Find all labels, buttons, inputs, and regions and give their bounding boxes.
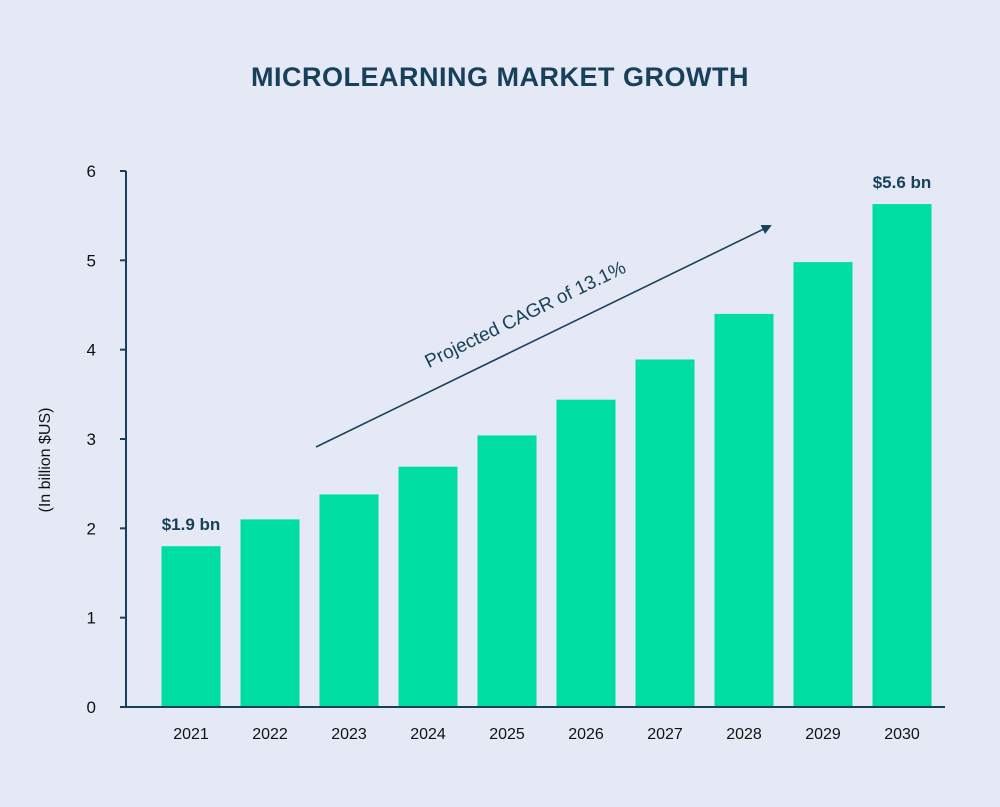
x-tick-label-2027: 2027 (647, 726, 683, 743)
cagr-arrow (315, 225, 772, 448)
y-tick-label-6: 6 (87, 162, 96, 181)
y-axis-label: (In billion $US) (37, 408, 54, 513)
bar-2026 (556, 399, 616, 707)
cagr-annotation: Projected CAGR of 13.1% (422, 257, 630, 373)
y-tick-label-4: 4 (87, 341, 96, 360)
data-label-2021: $1.9 bn (162, 515, 221, 534)
bar-2028 (714, 313, 774, 707)
x-tick-label-2024: 2024 (410, 726, 446, 743)
x-tick-label-2026: 2026 (568, 726, 604, 743)
bar-2021 (161, 546, 221, 707)
x-tick-label-2028: 2028 (726, 726, 762, 743)
bar-2027 (635, 359, 695, 707)
y-tick-label-1: 1 (87, 609, 96, 628)
bar-2025 (477, 435, 537, 707)
x-tick-label-2021: 2021 (173, 726, 209, 743)
y-tick-label-3: 3 (87, 430, 96, 449)
bar-2024 (398, 466, 458, 707)
x-tick-label-2022: 2022 (252, 726, 288, 743)
x-tick-label-2029: 2029 (805, 726, 841, 743)
x-tick-label-2023: 2023 (331, 726, 367, 743)
x-tick-label-2030: 2030 (884, 726, 920, 743)
bar-2030 (872, 204, 932, 707)
x-tick-label-2025: 2025 (489, 726, 525, 743)
y-tick-label-2: 2 (87, 519, 96, 538)
bar-2023 (319, 494, 379, 707)
data-label-2030: $5.6 bn (873, 173, 932, 192)
y-tick-label-0: 0 (87, 698, 96, 717)
y-tick-label-5: 5 (87, 251, 96, 270)
chart-title: MICROLEARNING MARKET GROWTH (251, 62, 749, 92)
bar-2022 (240, 519, 300, 707)
bar-2029 (793, 262, 853, 707)
